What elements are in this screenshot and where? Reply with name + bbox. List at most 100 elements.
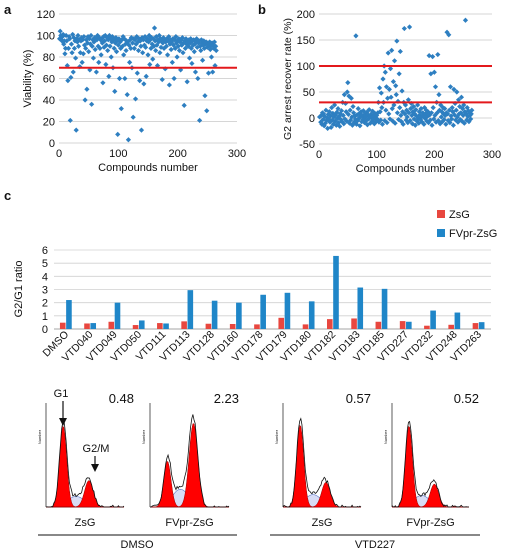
data-point bbox=[389, 106, 395, 112]
data-point bbox=[412, 122, 418, 128]
data-point bbox=[101, 44, 107, 50]
data-point bbox=[447, 84, 454, 90]
data-point bbox=[70, 31, 76, 38]
histogram-outline bbox=[45, 419, 125, 508]
panel-label-c: c bbox=[4, 188, 11, 203]
data-point bbox=[84, 86, 90, 92]
data-point bbox=[140, 50, 146, 56]
data-point bbox=[444, 111, 451, 117]
data-point bbox=[367, 113, 373, 120]
data-point bbox=[442, 112, 448, 118]
data-point bbox=[387, 66, 394, 72]
data-point bbox=[210, 69, 216, 75]
data-point bbox=[415, 102, 421, 108]
y-tick-label: 5 bbox=[42, 258, 48, 270]
data-point bbox=[77, 50, 83, 56]
data-point bbox=[333, 122, 339, 128]
g2-x-axis-label: Compounds number bbox=[356, 163, 456, 175]
data-point bbox=[449, 116, 455, 122]
data-point bbox=[198, 47, 204, 54]
data-point bbox=[108, 54, 114, 60]
data-point bbox=[441, 116, 447, 123]
data-point bbox=[322, 120, 328, 126]
viability-y-axis-label: Viability (%) bbox=[22, 50, 34, 108]
data-point bbox=[147, 61, 153, 68]
data-point bbox=[143, 44, 149, 50]
data-point bbox=[373, 119, 379, 125]
data-point bbox=[334, 115, 341, 122]
g1-annotation: G1 bbox=[54, 388, 69, 400]
data-point bbox=[106, 73, 112, 79]
histogram-panel: Number 2.23 FVpr-ZsG bbox=[141, 391, 239, 529]
data-point bbox=[438, 102, 444, 108]
data-point bbox=[112, 40, 118, 46]
data-point bbox=[430, 105, 436, 111]
data-point bbox=[148, 45, 154, 51]
data-point bbox=[329, 117, 335, 123]
data-point bbox=[324, 115, 330, 121]
data-point bbox=[409, 112, 415, 118]
data-point bbox=[344, 89, 350, 95]
data-point bbox=[164, 52, 171, 58]
data-point bbox=[213, 43, 219, 49]
data-point bbox=[87, 41, 94, 47]
data-point bbox=[335, 106, 341, 112]
data-point bbox=[454, 89, 460, 95]
data-point bbox=[114, 38, 120, 44]
data-point bbox=[83, 37, 89, 43]
data-point bbox=[450, 109, 456, 115]
data-point bbox=[192, 69, 199, 75]
data-point bbox=[397, 48, 403, 55]
panel-label-a: a bbox=[4, 2, 12, 17]
data-point bbox=[352, 116, 358, 122]
data-point bbox=[130, 114, 136, 120]
cell-cycle-histograms: Number 0.48 ZsG Number 2.23 FVpr-ZsG Number 0.5… bbox=[37, 388, 480, 550]
data-point bbox=[383, 84, 390, 90]
histogram-axis-tick-text: Number bbox=[274, 429, 279, 444]
data-point bbox=[458, 94, 465, 100]
data-point bbox=[421, 121, 427, 127]
histogram-outline bbox=[150, 414, 230, 508]
data-point bbox=[138, 127, 145, 133]
data-point bbox=[404, 107, 410, 113]
y-tick-label: 6 bbox=[42, 245, 48, 257]
data-point bbox=[449, 105, 455, 111]
data-point bbox=[132, 96, 139, 102]
data-point bbox=[211, 39, 218, 45]
data-point bbox=[61, 41, 67, 47]
bar-zsg bbox=[424, 325, 430, 329]
bar-fvpr-zsg bbox=[66, 300, 72, 329]
legend-swatch-zsg bbox=[437, 210, 445, 218]
data-point bbox=[171, 75, 177, 82]
x-tick-label: 0 bbox=[316, 149, 322, 161]
data-point bbox=[131, 45, 137, 51]
data-point bbox=[330, 110, 336, 116]
histogram-sample-label: ZsG bbox=[75, 517, 96, 529]
data-point bbox=[67, 117, 73, 124]
data-point bbox=[325, 111, 331, 117]
data-point bbox=[465, 113, 471, 120]
y-tick-label: 120 bbox=[37, 9, 55, 21]
g2-y-axis-label: G2 arrest recover rate (%) bbox=[282, 18, 294, 140]
data-point bbox=[319, 121, 325, 127]
histogram-sample-label: ZsG bbox=[312, 517, 333, 529]
data-point bbox=[360, 108, 367, 114]
data-point bbox=[153, 47, 159, 54]
data-point bbox=[97, 45, 103, 51]
data-point bbox=[86, 49, 92, 55]
data-point bbox=[336, 120, 342, 126]
data-point bbox=[374, 112, 380, 118]
data-point bbox=[89, 43, 95, 49]
data-point bbox=[379, 105, 385, 111]
y-tick-label: 40 bbox=[43, 95, 55, 107]
data-point bbox=[113, 49, 120, 55]
y-tick-label: 0 bbox=[42, 324, 48, 336]
x-tick-label: 300 bbox=[483, 149, 501, 161]
data-point bbox=[393, 92, 399, 98]
data-point bbox=[417, 112, 423, 118]
data-point bbox=[143, 73, 149, 79]
data-point bbox=[184, 79, 190, 85]
data-point bbox=[368, 111, 374, 117]
data-point bbox=[406, 110, 412, 116]
